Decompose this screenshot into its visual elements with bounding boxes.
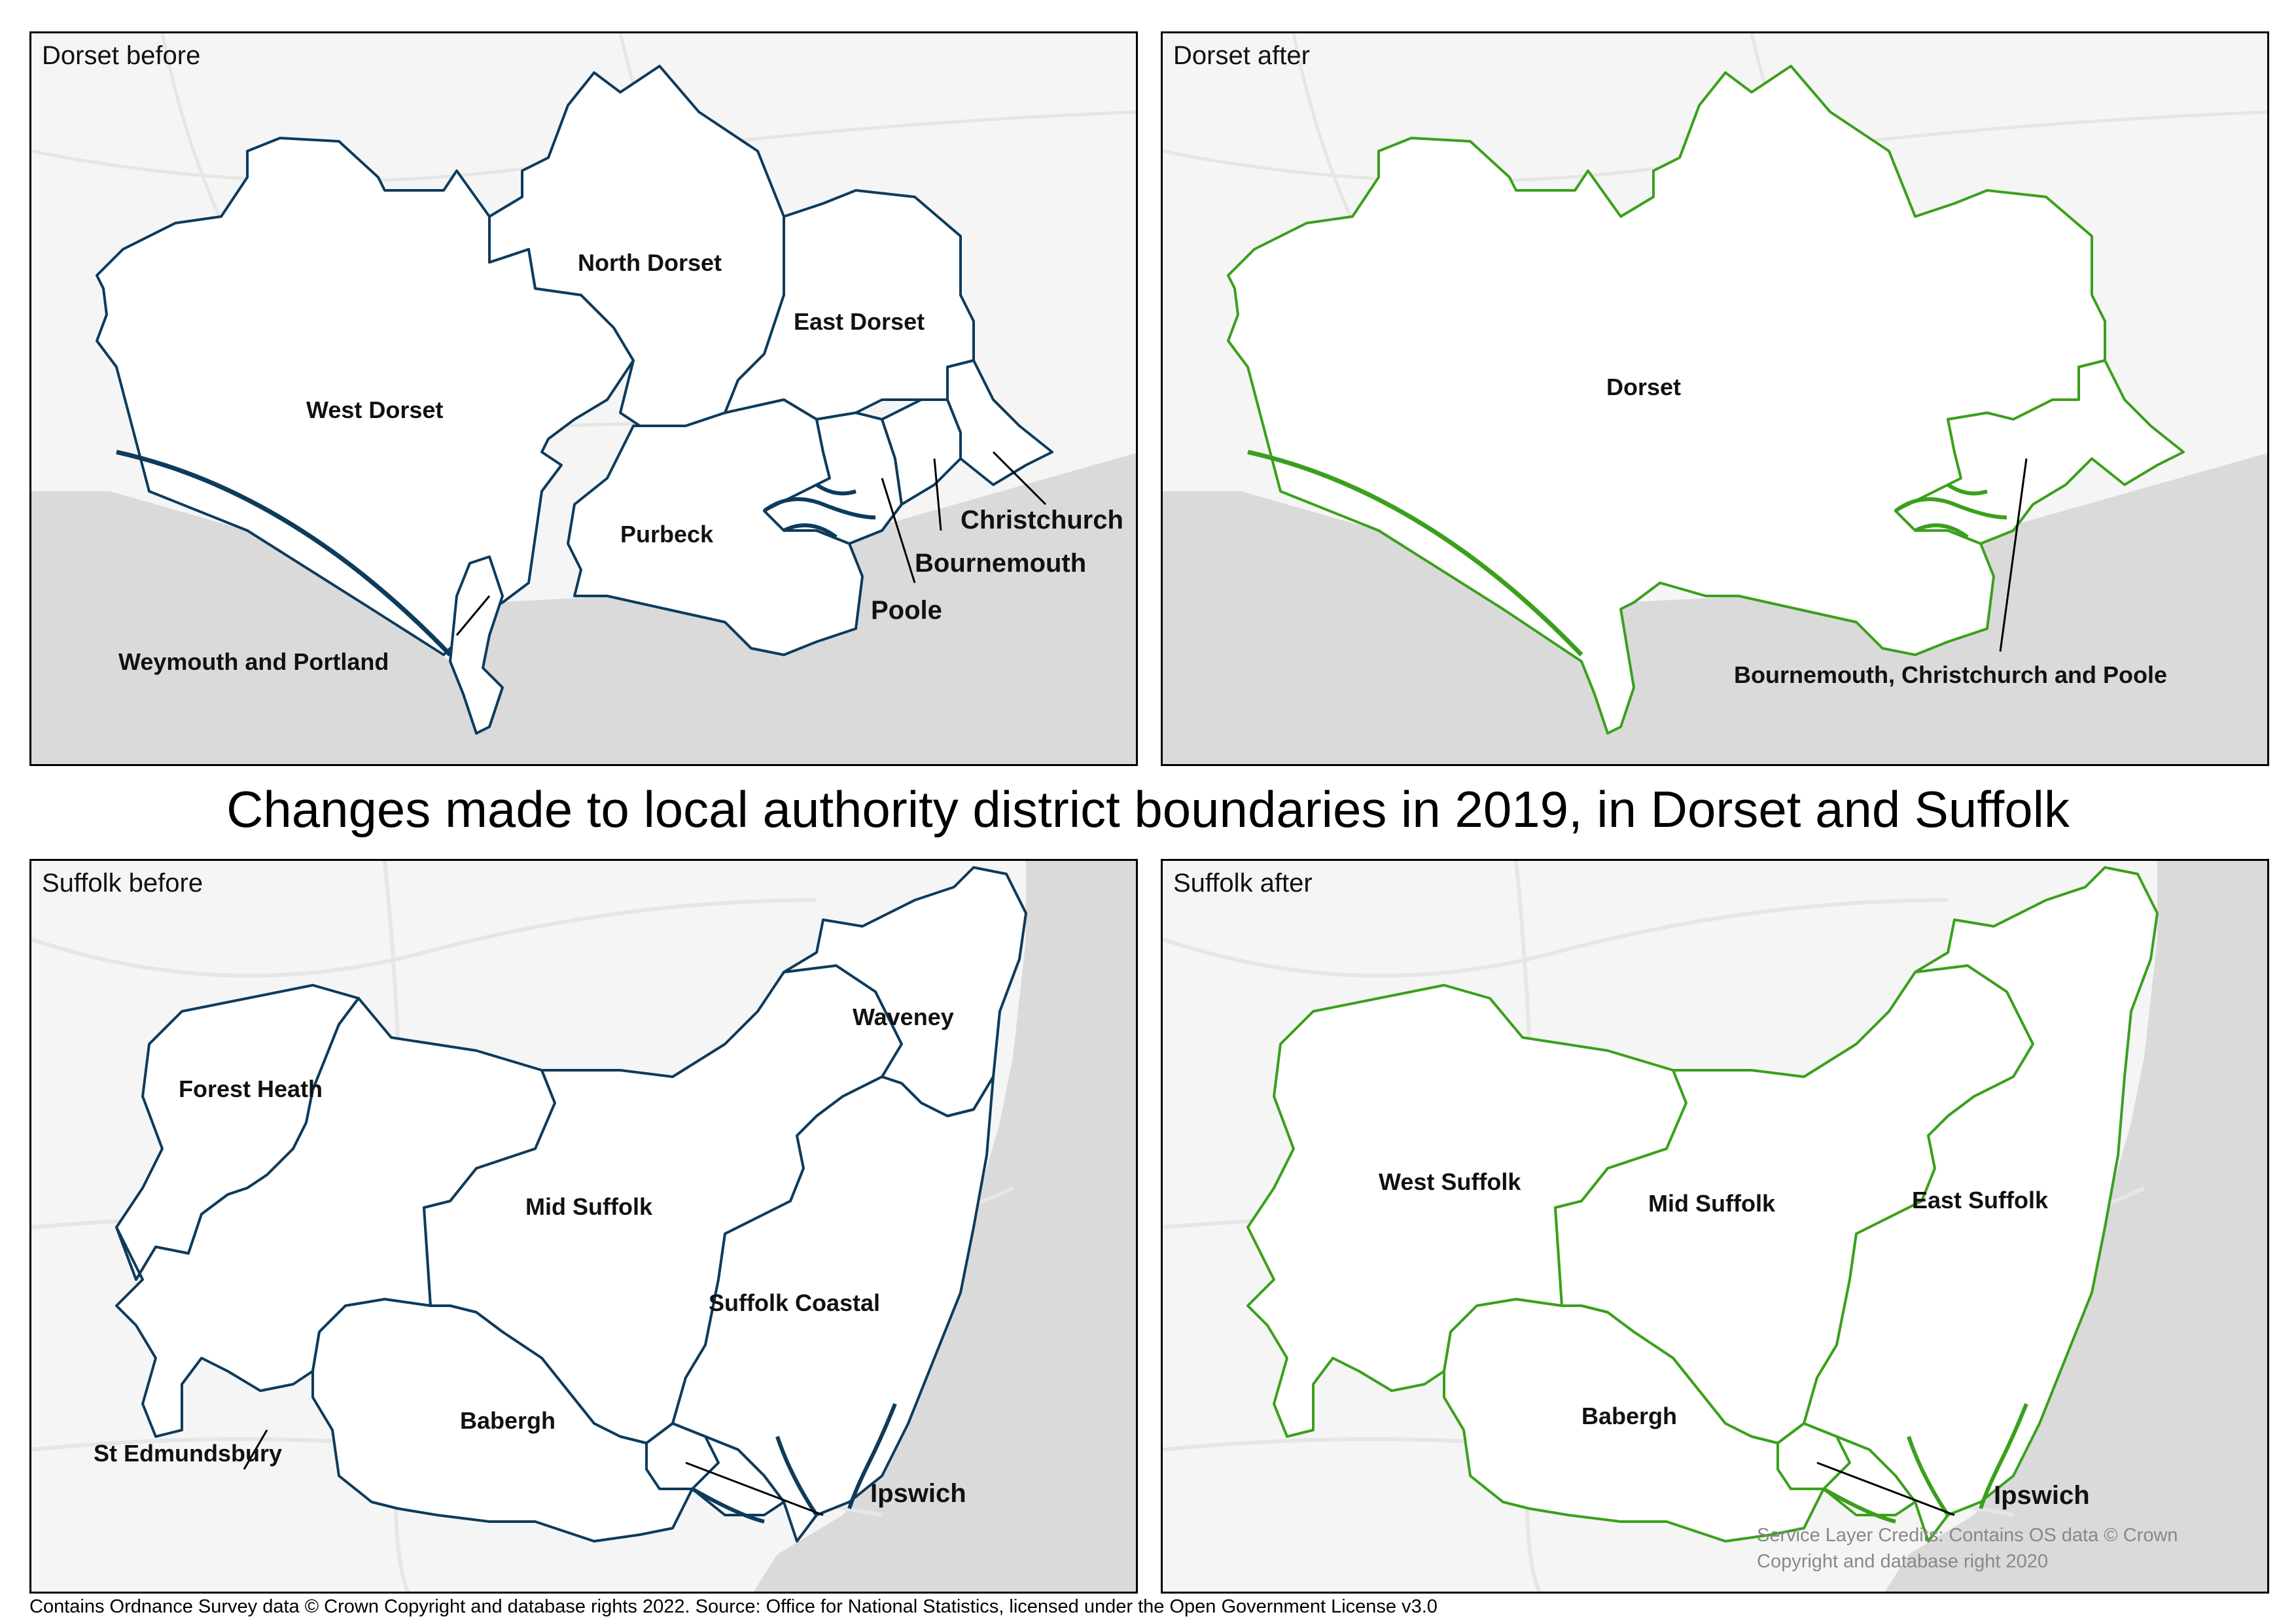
label-suffolk-coastal: Suffolk Coastal	[709, 1289, 881, 1316]
map-panel-dorset-after: Dorset after Dorset Bournemouth, Christc…	[1161, 31, 2269, 766]
label-babergh: Babergh	[460, 1407, 556, 1434]
label-forest-heath: Forest Heath	[179, 1075, 323, 1102]
sea-area	[1884, 861, 2267, 1592]
label-weymouth-and-portland: Weymouth and Portland	[118, 648, 389, 675]
leader-lines	[1816, 1461, 1955, 1516]
districts	[1246, 866, 2159, 1543]
dorset-after-map	[1163, 33, 2267, 764]
service-layer-credits: Service Layer Credits: Contains OS data …	[1757, 1522, 2254, 1575]
label-st-edmundsbury: St Edmundsbury	[94, 1440, 283, 1467]
source-footer: Contains Ordnance Survey data © Crown Co…	[29, 1596, 1438, 1617]
label-mid-suffolk: Mid Suffolk	[1648, 1190, 1775, 1217]
map-panel-dorset-before: Dorset before North Dorset East Dorset W…	[29, 31, 1138, 766]
label-east-dorset: East Dorset	[794, 308, 925, 335]
weymouth-boundary	[449, 555, 504, 735]
label-east-suffolk: East Suffolk	[1912, 1187, 2049, 1213]
chesil-beach	[1247, 449, 1583, 657]
label-ipswich: Ipswich	[870, 1479, 966, 1508]
dorset-before-map	[31, 33, 1136, 764]
estuary-detail	[1822, 1403, 2028, 1524]
label-poole: Poole	[871, 596, 942, 625]
label-babergh: Babergh	[1581, 1403, 1678, 1429]
label-waveney: Waveney	[853, 1003, 954, 1030]
districts	[96, 65, 1053, 735]
waveney-boundary	[783, 866, 1027, 1117]
east-suffolk-boundary	[1803, 866, 2159, 1543]
label-west-dorset: West Dorset	[306, 396, 444, 423]
label-christchurch: Christchurch	[961, 506, 1123, 534]
chesil-beach	[116, 449, 452, 657]
ipswich-boundary	[1776, 1422, 1851, 1490]
districts	[1227, 65, 2185, 735]
label-north-dorset: North Dorset	[578, 249, 722, 276]
christchurch-boundary	[946, 359, 1053, 486]
panel-title: Dorset before	[42, 41, 201, 70]
panel-title: Suffolk before	[42, 869, 203, 898]
map-panel-suffolk-after: Suffolk after West Suffolk Mid Suffolk E…	[1161, 859, 2269, 1594]
sea-area	[1163, 453, 2267, 764]
label-west-suffolk: West Suffolk	[1379, 1168, 1521, 1195]
label-ipswich: Ipswich	[1994, 1481, 2090, 1510]
poole-harbour-detail	[1894, 483, 2007, 539]
sea-area	[753, 861, 1136, 1592]
districts	[115, 866, 1027, 1543]
suffolk-before-map	[31, 861, 1136, 1592]
ipswich-boundary	[645, 1422, 720, 1490]
suffolk-after-map	[1163, 861, 2267, 1592]
main-title: Changes made to local authority district…	[226, 780, 2070, 838]
credits-line-2: Copyright and database right 2020	[1757, 1551, 2048, 1572]
map-panel-suffolk-before: Suffolk before Waveney Forest Heath Mid …	[29, 859, 1138, 1594]
panel-title: Suffolk after	[1173, 869, 1313, 898]
leader-lines	[1999, 458, 2028, 652]
sea-area	[31, 453, 1136, 764]
panel-title: Dorset after	[1173, 41, 1310, 70]
label-mid-suffolk: Mid Suffolk	[525, 1193, 652, 1220]
leader-lines	[455, 451, 1047, 636]
credits-line-1: Service Layer Credits: Contains OS data …	[1757, 1525, 2178, 1546]
label-bournemouth-christchurch-and-poole: Bournemouth, Christchurch and Poole	[1734, 661, 2168, 688]
poole-harbour-detail	[763, 483, 876, 539]
label-dorset: Dorset	[1606, 374, 1682, 400]
label-bournemouth: Bournemouth	[915, 549, 1087, 578]
label-purbeck: Purbeck	[620, 521, 714, 548]
leader-lines	[243, 1429, 824, 1516]
estuary-detail	[691, 1403, 897, 1524]
